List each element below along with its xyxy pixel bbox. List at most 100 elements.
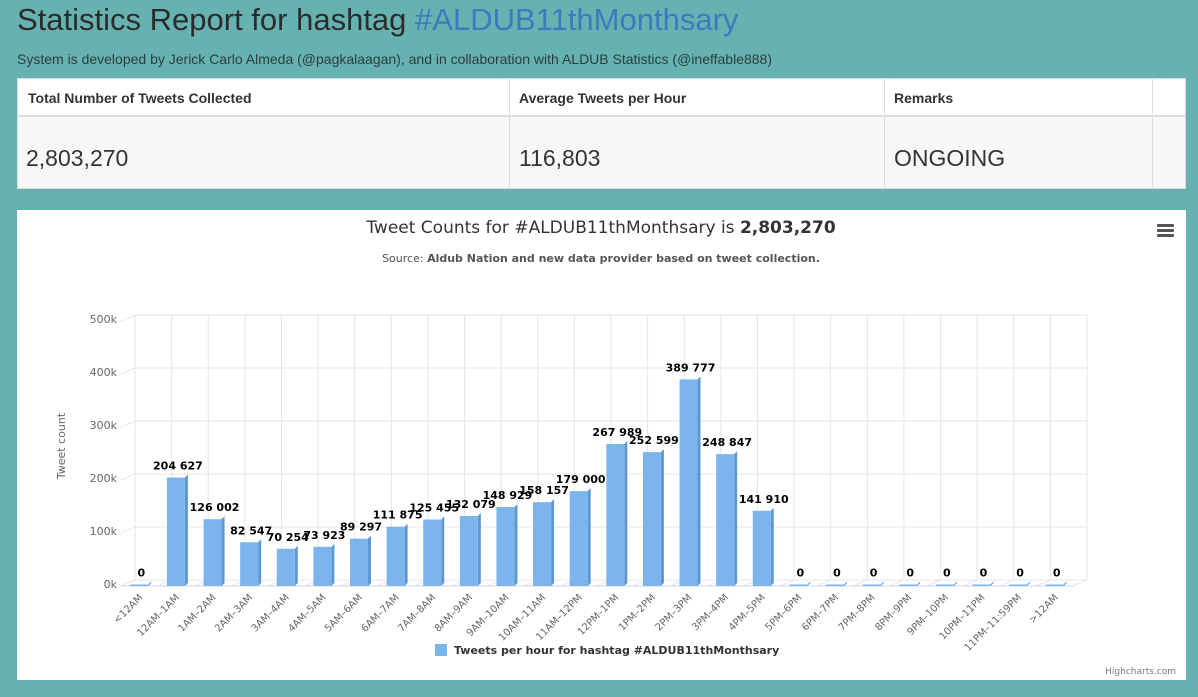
bar[interactable] <box>935 584 954 587</box>
y-tick-label: 400k <box>90 366 118 379</box>
column-divider <box>884 79 885 188</box>
data-label: 267 989 <box>592 426 642 439</box>
legend-item[interactable]: Tweets per hour for hashtag #ALDUB11thMo… <box>454 644 779 657</box>
data-label: 73 923 <box>303 529 345 542</box>
bar[interactable] <box>130 584 149 587</box>
y-tick-label: 200k <box>90 472 118 485</box>
bar-side <box>477 512 481 586</box>
bar[interactable] <box>423 519 442 586</box>
data-label: 252 599 <box>629 434 679 447</box>
bar-side <box>294 545 298 586</box>
bar[interactable] <box>972 584 991 587</box>
x-tick-label: <12AM <box>112 592 146 626</box>
bar[interactable] <box>1045 584 1064 587</box>
bar[interactable] <box>716 454 735 586</box>
data-label: 126 002 <box>190 501 240 514</box>
x-tick-label: 5PM–6PM <box>763 592 804 633</box>
bar-side <box>990 581 994 586</box>
data-label: 204 627 <box>153 460 203 473</box>
bar-side <box>917 581 921 586</box>
bar-side <box>514 504 518 586</box>
x-tick-label: 6AM–7AM <box>360 592 402 634</box>
bar[interactable] <box>826 584 844 587</box>
stats-table-header <box>18 79 1185 117</box>
data-label: 0 <box>943 567 951 580</box>
bar[interactable] <box>606 443 625 586</box>
bar[interactable] <box>899 584 918 587</box>
column-divider <box>1152 79 1153 188</box>
y-tick-label: 100k <box>90 525 118 538</box>
bar[interactable] <box>752 510 771 586</box>
grid-line-vertical <box>889 315 905 587</box>
data-label: 0 <box>1053 567 1061 580</box>
bar[interactable] <box>459 515 478 586</box>
x-tick-label: 3PM–4PM <box>690 592 731 633</box>
bar[interactable] <box>313 546 332 586</box>
bar[interactable] <box>642 452 661 586</box>
chart-panel: Tweet Counts for #ALDUB11thMonthsary is … <box>17 210 1186 680</box>
x-tick-label: 2PM–3PM <box>654 592 695 633</box>
bar[interactable] <box>386 526 405 586</box>
chart-credits[interactable]: Highcharts.com <box>1105 667 1176 677</box>
bar[interactable] <box>789 584 808 587</box>
x-tick-label: 1PM–2PM <box>617 592 658 633</box>
bar-side <box>660 449 664 586</box>
data-label: 82 547 <box>230 524 272 537</box>
data-label: 132 079 <box>446 498 496 511</box>
bar-side <box>1027 581 1031 586</box>
grid-line-vertical <box>303 315 319 587</box>
bar[interactable] <box>1009 584 1028 587</box>
bar[interactable] <box>276 548 295 586</box>
bar[interactable] <box>862 584 881 587</box>
grid-line <box>120 314 1087 322</box>
bar-side <box>368 535 371 586</box>
bar-side <box>184 474 188 586</box>
x-tick-label: 6PM–7PM <box>800 592 841 633</box>
bar-side <box>844 581 847 586</box>
chart-subtitle: Source: Aldub Nation and new data provid… <box>382 252 820 265</box>
grid-line-vertical <box>853 315 868 587</box>
bar-side <box>587 488 591 586</box>
bar-side <box>734 451 738 586</box>
data-label: 148 929 <box>483 489 533 502</box>
grid-line-vertical <box>1072 315 1088 587</box>
bar-side <box>624 440 628 586</box>
bar-side <box>1063 581 1067 586</box>
x-tick-label: 4AM–5AM <box>286 592 328 634</box>
grid-line-vertical <box>779 315 795 587</box>
x-tick-label: 7PM–8PM <box>837 592 878 633</box>
bar[interactable] <box>203 519 222 586</box>
header-total-tweets: Total Number of Tweets Collected <box>28 90 252 106</box>
data-label: 0 <box>906 567 914 580</box>
hamburger-menu-icon[interactable] <box>1157 224 1175 238</box>
bar-side <box>953 581 957 586</box>
bar-side <box>551 499 555 586</box>
grid-line-vertical <box>816 315 832 587</box>
title-hashtag[interactable]: #ALDUB11thMonthsary <box>415 2 739 37</box>
data-label: 89 297 <box>340 521 382 534</box>
bar[interactable] <box>533 502 552 586</box>
x-tick-label: 2AM–3AM <box>213 592 255 634</box>
page-title: Statistics Report for hashtag #ALDUB11th… <box>17 2 738 38</box>
bar-side <box>258 539 262 586</box>
grid-line-vertical <box>962 315 978 587</box>
x-tick-label: 3AM–4AM <box>250 592 292 634</box>
bar[interactable] <box>679 379 698 586</box>
bar[interactable] <box>350 538 368 586</box>
bar[interactable] <box>166 477 185 586</box>
bar-side <box>697 376 701 586</box>
y-axis-label: Tweet count <box>55 412 68 480</box>
bar-side <box>770 507 774 586</box>
bar[interactable] <box>569 491 588 586</box>
bar-side <box>807 581 811 586</box>
bar[interactable] <box>496 507 515 586</box>
bar-side <box>404 523 408 586</box>
bar-side <box>441 516 445 586</box>
legend-swatch[interactable] <box>435 644 447 656</box>
grid-line <box>120 367 1087 375</box>
x-tick-label: 1AM–2AM <box>176 592 218 634</box>
bar[interactable] <box>240 542 259 586</box>
bar-side <box>221 516 225 586</box>
data-label: 70 254 <box>267 531 309 544</box>
grid-line-vertical <box>1036 315 1051 587</box>
